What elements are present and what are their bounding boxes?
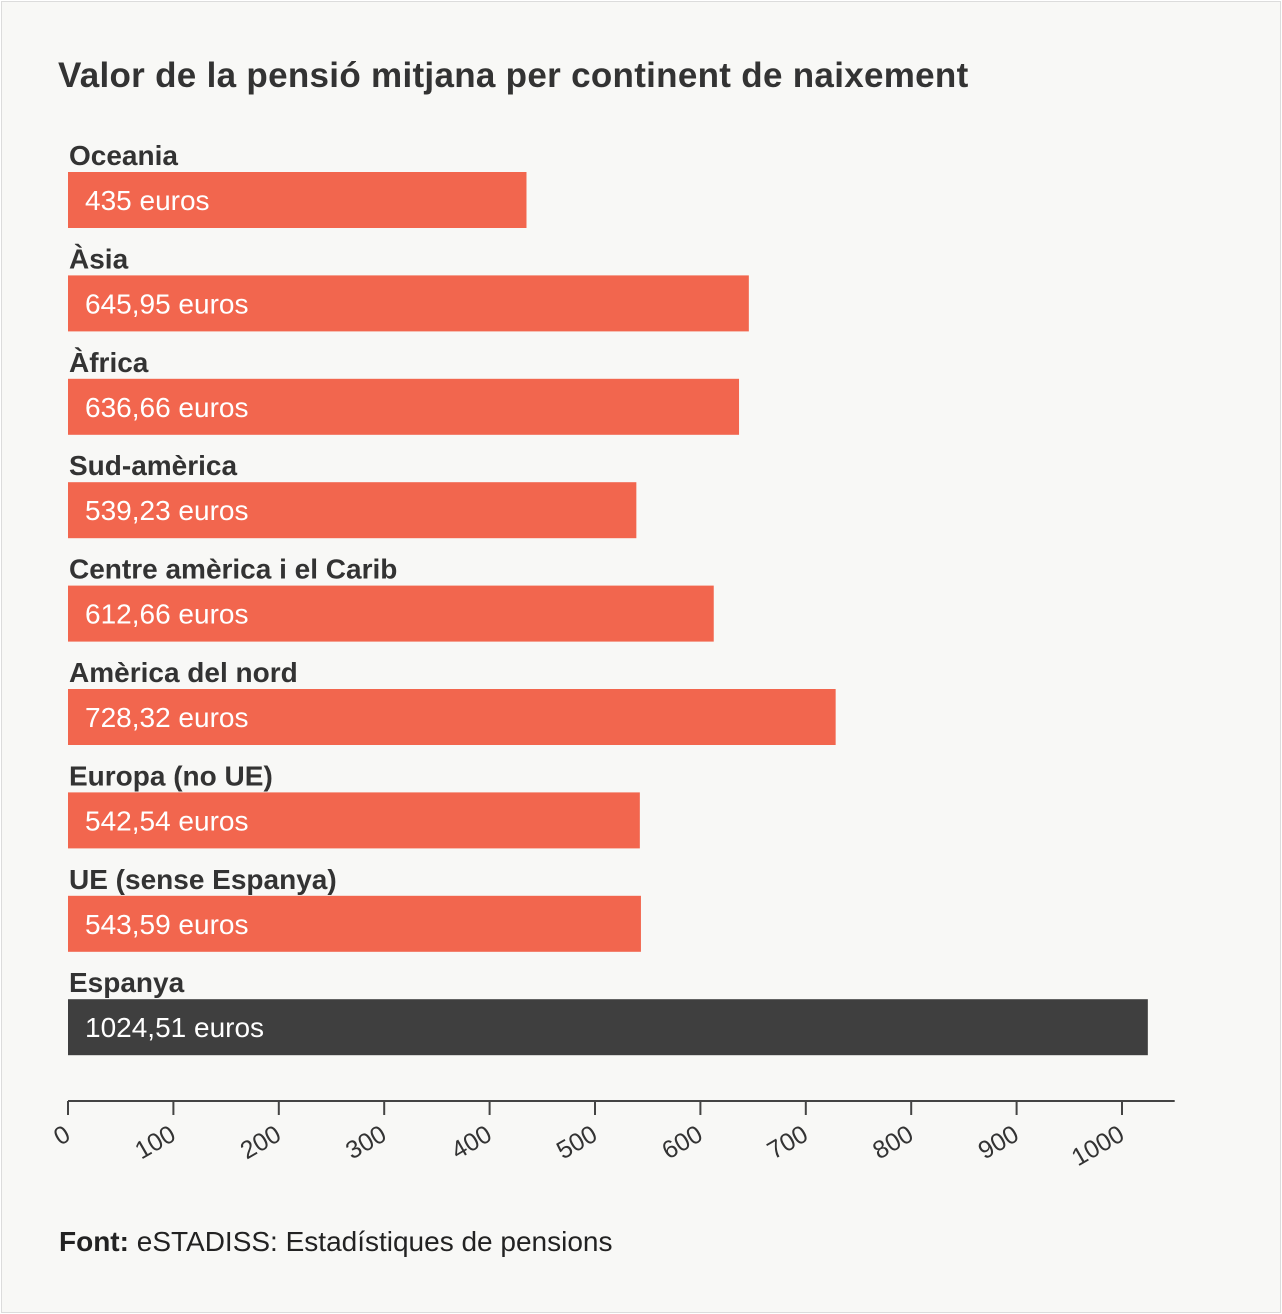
bar (68, 172, 527, 228)
data-label: 539,23 euros (85, 495, 248, 526)
bar (68, 275, 749, 332)
data-label: 636,66 euros (85, 392, 248, 423)
x-tick-label: 0 (49, 1120, 75, 1151)
category-label: Àfrica (69, 347, 149, 378)
data-label: 612,66 euros (85, 599, 248, 630)
data-label: 543,59 euros (85, 909, 248, 940)
x-tick-label: 900 (973, 1120, 1023, 1165)
category-label: Amèrica del nord (69, 657, 298, 688)
source-note: Font: eSTADISS: Estadístiques de pension… (59, 1226, 613, 1258)
x-tick-label: 1000 (1067, 1120, 1129, 1172)
x-tick-label: 600 (657, 1120, 707, 1165)
bar (68, 482, 637, 539)
category-label: Centre amèrica i el Carib (69, 554, 397, 585)
bar (68, 585, 714, 642)
source-label: Font: (59, 1226, 129, 1257)
x-tick-label: 700 (763, 1120, 813, 1165)
category-label: Espanya (69, 967, 185, 998)
source-text: eSTADISS: Estadístiques de pensions (136, 1226, 613, 1257)
category-label: Àsia (69, 243, 129, 274)
data-label: 728,32 euros (85, 702, 248, 733)
x-tick-label: 200 (236, 1120, 286, 1165)
x-tick-label: 400 (446, 1120, 496, 1165)
x-tick-label: 300 (341, 1120, 391, 1165)
chart-title: Valor de la pensió mitjana per continent… (58, 56, 969, 95)
data-label: 435 euros (85, 185, 210, 216)
category-label: UE (sense Espanya) (69, 864, 337, 895)
data-label: 542,54 euros (85, 805, 248, 836)
x-tick-label: 500 (552, 1120, 602, 1165)
bar (68, 999, 1148, 1056)
category-label: Oceania (69, 140, 178, 171)
category-label: Europa (no UE) (69, 760, 273, 791)
data-label: 645,95 euros (85, 288, 248, 319)
bar (68, 895, 641, 952)
bar (68, 378, 740, 435)
x-tick-label: 100 (130, 1120, 180, 1165)
x-tick-label: 800 (868, 1120, 918, 1165)
data-label: 1024,51 euros (85, 1012, 264, 1043)
bar (68, 792, 640, 849)
category-label: Sud-amèrica (69, 450, 237, 481)
bar (68, 689, 836, 745)
